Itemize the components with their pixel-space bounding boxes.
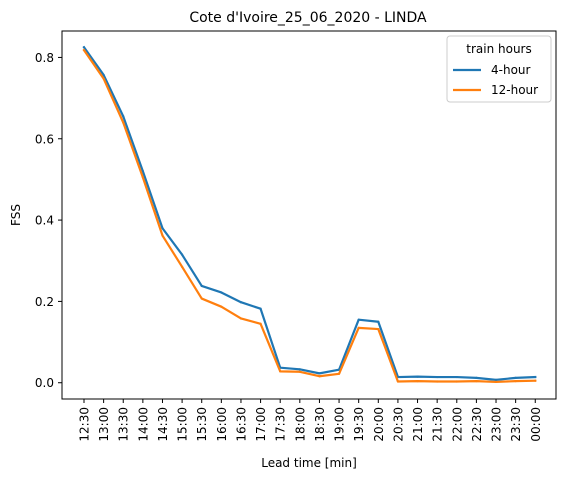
x-tick-label: 23:00 (490, 407, 504, 442)
data-point-12-hour (122, 121, 125, 124)
data-point-12-hour (416, 380, 419, 383)
x-tick-label: 18:30 (313, 407, 327, 442)
x-tick-label: 21:30 (431, 407, 445, 442)
data-point-12-hour (181, 265, 184, 268)
y-tick-label: 0.8 (35, 51, 54, 65)
data-point-12-hour (200, 297, 203, 300)
data-point-12-hour (102, 77, 105, 80)
x-tick-label: 22:00 (450, 407, 464, 442)
data-point-4-hour (534, 375, 537, 379)
data-point-12-hour (494, 380, 498, 384)
x-axis: 12:30 13:00 13:30 14:00 14:30 15:00 15:30 16:00… (78, 399, 543, 442)
data-point-12-hour (534, 379, 537, 382)
x-tick-label: 12:30 (78, 407, 92, 442)
x-tick-label: 19:30 (352, 407, 366, 442)
data-point-4-hour (161, 227, 164, 230)
data-point-4-hour (259, 307, 262, 310)
x-tick-label: 20:00 (372, 407, 386, 442)
data-point-4-hour (141, 170, 144, 173)
x-tick-label: 13:00 (97, 407, 111, 442)
data-point-12-hour (357, 326, 360, 329)
data-point-12-hour (82, 49, 86, 52)
y-axis: 0.0 0.2 0.4 0.6 0.8 (35, 51, 62, 390)
data-point-4-hour (455, 375, 458, 379)
y-tick-label: 0.0 (35, 376, 54, 390)
data-point-4-hour (102, 73, 105, 77)
data-point-4-hour (220, 291, 223, 294)
data-point-12-hour (396, 380, 400, 383)
x-tick-label: 00:00 (529, 407, 543, 442)
data-point-4-hour (122, 115, 125, 118)
data-point-12-hour (318, 375, 321, 378)
x-tick-label: 18:00 (293, 407, 307, 442)
legend-label-4-hour: 4-hour (491, 63, 531, 77)
x-tick-label: 13:30 (117, 407, 131, 442)
legend-title: train hours (466, 42, 531, 56)
x-tick-label: 20:30 (391, 407, 405, 442)
data-point-12-hour (259, 322, 262, 325)
data-point-12-hour (436, 380, 439, 383)
y-axis-label: FSS (9, 204, 23, 226)
data-point-4-hour (318, 372, 321, 375)
legend-label-12-hour: 12-hour (491, 83, 538, 97)
data-point-4-hour (357, 318, 360, 321)
data-point-12-hour (377, 327, 380, 331)
x-axis-label: Lead time [min] (261, 456, 357, 470)
data-point-12-hour (220, 305, 223, 308)
data-point-12-hour (514, 380, 517, 383)
plot-frame (61, 30, 557, 400)
y-tick-label: 0.2 (35, 295, 54, 309)
data-point-4-hour (377, 320, 380, 323)
x-tick-label: 21:00 (411, 407, 425, 442)
x-tick-label: 19:00 (333, 407, 347, 442)
legend-box (446, 35, 552, 103)
x-tick-label: 15:00 (176, 407, 190, 442)
data-point-4-hour (436, 375, 439, 379)
x-tick-label: 16:30 (234, 407, 248, 442)
data-point-12-hour (239, 317, 243, 320)
data-point-12-hour (161, 234, 164, 237)
data-point-4-hour (494, 378, 498, 381)
y-tick-label: 0.6 (35, 132, 54, 146)
series-line-12-hour (82, 48, 537, 384)
series-line-4-hour (82, 45, 537, 381)
x-tick-label: 17:30 (274, 407, 288, 442)
data-point-12-hour (279, 370, 282, 373)
data-point-4-hour (416, 375, 419, 378)
y-tick-label: 0.4 (35, 214, 54, 228)
data-point-12-hour (337, 372, 341, 375)
x-tick-label: 23:30 (509, 407, 523, 442)
x-tick-label: 15:30 (195, 407, 209, 442)
data-point-4-hour (239, 301, 243, 304)
data-point-12-hour (455, 380, 458, 383)
chart-title: Cote d'Ivoire_25_06_2020 - LINDA (189, 10, 427, 26)
x-tick-label: 22:30 (470, 407, 484, 442)
data-point-12-hour (475, 380, 478, 383)
legend: train hours 4-hour 12-hour (446, 35, 552, 103)
x-tick-label: 14:00 (136, 407, 150, 442)
data-point-4-hour (475, 376, 478, 379)
data-point-12-hour (298, 370, 301, 373)
x-tick-label: 14:30 (156, 407, 170, 442)
x-tick-label: 17:00 (254, 407, 268, 442)
data-point-4-hour (298, 368, 301, 371)
x-tick-label: 16:00 (215, 407, 229, 442)
data-point-4-hour (514, 376, 517, 379)
data-point-4-hour (82, 46, 86, 49)
data-point-12-hour (141, 176, 144, 179)
plot-area (82, 45, 537, 384)
data-point-4-hour (181, 253, 184, 256)
data-point-4-hour (200, 284, 203, 288)
